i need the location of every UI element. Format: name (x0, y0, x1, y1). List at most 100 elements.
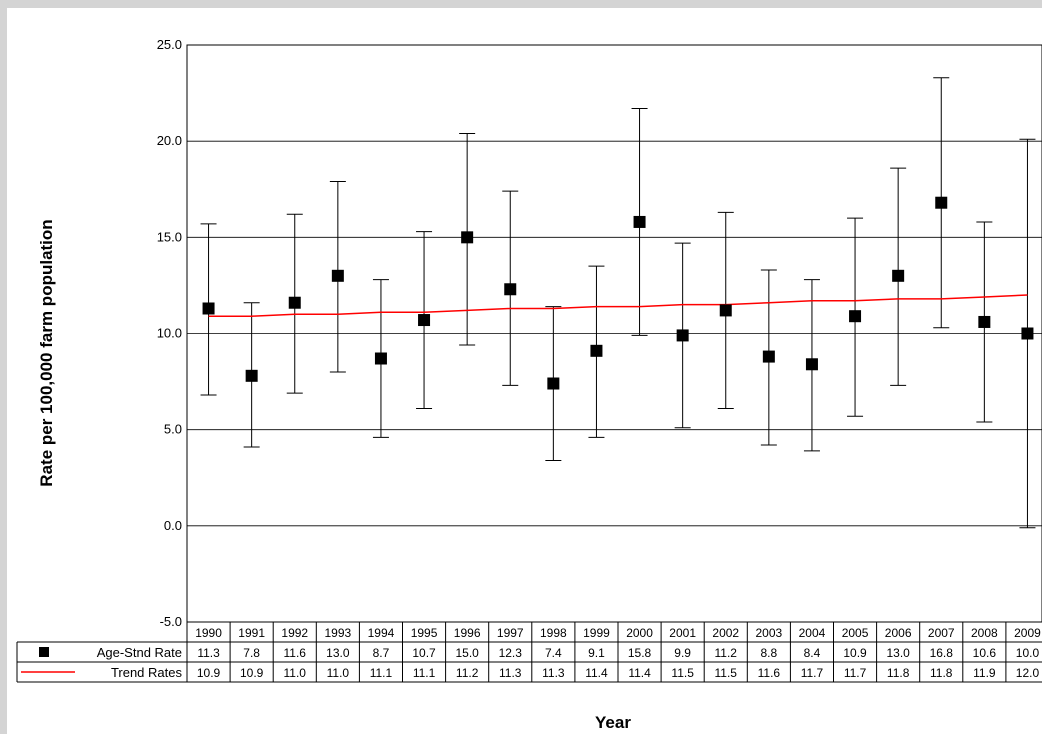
age-stnd-rate-value: 10.6 (973, 646, 997, 660)
age-stnd-rate-point (418, 314, 431, 327)
age-stnd-rate-point (849, 310, 862, 323)
year-label: 2007 (928, 626, 955, 640)
year-label: 1993 (324, 626, 351, 640)
y-tick-label: 15.0 (157, 229, 182, 244)
legend-age-stnd-rate: Age-Stnd Rate (97, 645, 182, 660)
age-stnd-rate-value: 10.7 (412, 646, 436, 660)
age-stnd-rate-value: 7.8 (243, 646, 260, 660)
error-bars (200, 77, 1036, 529)
trend-rate-value: 11.1 (370, 666, 393, 680)
year-label: 1999 (583, 626, 610, 640)
age-stnd-rate-value: 15.8 (628, 646, 652, 660)
year-label: 2009 (1014, 626, 1041, 640)
y-tick-label: -5.0 (160, 614, 182, 629)
age-stnd-rate-value: 10.9 (843, 646, 867, 660)
year-label: 1995 (411, 626, 438, 640)
age-stnd-rate-point (288, 296, 301, 309)
year-label: 1994 (368, 626, 395, 640)
y-axis-title: Rate per 100,000 farm population (37, 219, 56, 486)
trend-rate-value: 11.0 (284, 666, 307, 680)
age-stnd-rate-point (590, 344, 603, 357)
trend-rate-value: 11.1 (413, 666, 436, 680)
age-stnd-rate-point (762, 350, 775, 363)
age-stnd-rate-point (202, 302, 215, 315)
trend-rate-value: 10.9 (240, 666, 264, 680)
data-table: 1990 11.3 10.9 1991 7.8 10.9 1992 11.6 11.0 1993 1… (16, 622, 1042, 683)
year-label: 2000 (626, 626, 653, 640)
trend-rate-value: 11.8 (930, 666, 953, 680)
age-stnd-rate-value: 13.0 (326, 646, 350, 660)
year-label: 2002 (712, 626, 739, 640)
year-label: 1997 (497, 626, 524, 640)
trend-rate-value: 11.6 (758, 666, 781, 680)
trend-rate-value: 11.5 (715, 666, 738, 680)
year-label: 1991 (238, 626, 265, 640)
y-tick-label: 10.0 (157, 326, 182, 341)
age-stnd-rate-value: 13.0 (886, 646, 910, 660)
age-stnd-rate-point (633, 215, 646, 228)
y-tick-label: 25.0 (157, 37, 182, 52)
trend-rate-value: 11.4 (585, 666, 608, 680)
age-stnd-rate-point (331, 269, 344, 282)
age-stnd-rate-value: 12.3 (499, 646, 523, 660)
y-tick-label: 5.0 (164, 422, 182, 437)
year-label: 2004 (799, 626, 826, 640)
trend-rate-value: 11.7 (844, 666, 867, 680)
trend-rate-value: 12.0 (1016, 666, 1040, 680)
year-label: 1996 (454, 626, 481, 640)
age-stnd-rate-point (461, 231, 474, 244)
trend-rate-value: 11.5 (671, 666, 694, 680)
age-stnd-rate-value: 8.4 (804, 646, 821, 660)
grid-lines (186, 44, 1042, 623)
age-stnd-rate-value: 8.8 (761, 646, 778, 660)
legend-square-marker (39, 647, 49, 657)
trend-rate-value: 11.3 (499, 666, 522, 680)
year-label: 2005 (842, 626, 869, 640)
age-stnd-rate-value: 7.4 (545, 646, 562, 660)
legend-trend-rates: Trend Rates (111, 665, 183, 680)
age-stnd-rate-value: 8.7 (373, 646, 390, 660)
trend-rate-value: 11.0 (327, 666, 350, 680)
trend-rate-value: 11.9 (973, 666, 996, 680)
age-stnd-rate-point (374, 352, 387, 365)
age-stnd-rate-point (978, 315, 991, 328)
age-stnd-rate-point (935, 196, 948, 209)
age-stnd-rate-point (245, 369, 258, 382)
x-axis-title: Year (595, 713, 631, 732)
year-label: 1990 (195, 626, 222, 640)
rate-chart: -5.00.05.010.015.020.025.0 199011.310.91… (16, 37, 1042, 732)
trend-rate-value: 11.2 (456, 666, 479, 680)
y-tick-label: 0.0 (164, 518, 182, 533)
age-stnd-rate-point (547, 377, 560, 390)
age-stnd-rate-value: 15.0 (455, 646, 479, 660)
year-label: 2006 (885, 626, 912, 640)
year-label: 1998 (540, 626, 567, 640)
trend-rate-value: 10.9 (197, 666, 221, 680)
age-stnd-rate-value: 11.6 (284, 646, 307, 660)
y-axis: -5.0 0.0 5.0 10.0 15.0 20.0 25.0 (157, 37, 182, 629)
trend-rates-line (208, 294, 1028, 317)
year-label: 2008 (971, 626, 998, 640)
year-label: 1992 (281, 626, 308, 640)
age-stnd-rate-value: 9.9 (674, 646, 691, 660)
age-stnd-rate-point (504, 283, 517, 296)
age-stnd-rate-value: 10.0 (1016, 646, 1040, 660)
age-stnd-rate-point (805, 358, 818, 371)
age-stnd-rate-value: 11.2 (715, 646, 738, 660)
age-stnd-rate-value: 16.8 (930, 646, 954, 660)
age-stnd-rate-value: 9.1 (588, 646, 605, 660)
y-tick-label: 20.0 (157, 133, 182, 148)
age-stnd-rate-point (676, 329, 689, 342)
age-stnd-rate-point (892, 269, 905, 282)
age-stnd-rate-point (719, 304, 732, 317)
age-stnd-rate-value: 11.3 (197, 646, 220, 660)
trend-rate-value: 11.3 (542, 666, 565, 680)
trend-line (208, 294, 1028, 317)
trend-rate-value: 11.8 (887, 666, 910, 680)
trend-rate-value: 11.4 (628, 666, 651, 680)
year-label: 2001 (669, 626, 696, 640)
data-points (202, 196, 1034, 390)
chart-frame: -5.0 0.0 5.0 10.0 15.0 20.0 25.0 1990 11.3 10.9 1… (7, 8, 1042, 734)
age-stnd-rate-point (1021, 327, 1034, 340)
trend-rate-value: 11.7 (801, 666, 824, 680)
